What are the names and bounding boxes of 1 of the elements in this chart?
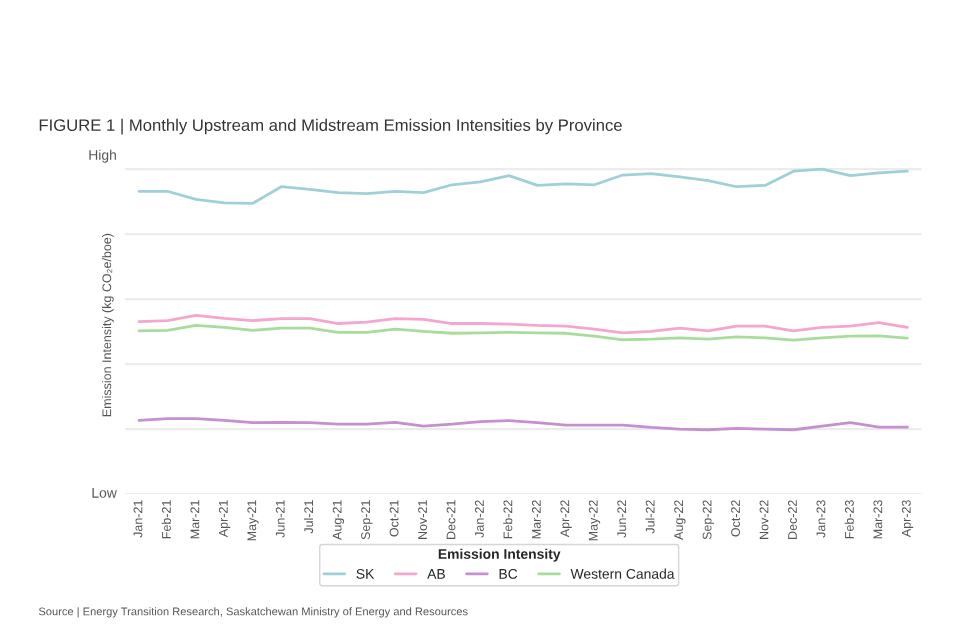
chart-title: FIGURE 1 | Monthly Upstream and Midstream Emission Intensities by Province (39, 118, 622, 135)
